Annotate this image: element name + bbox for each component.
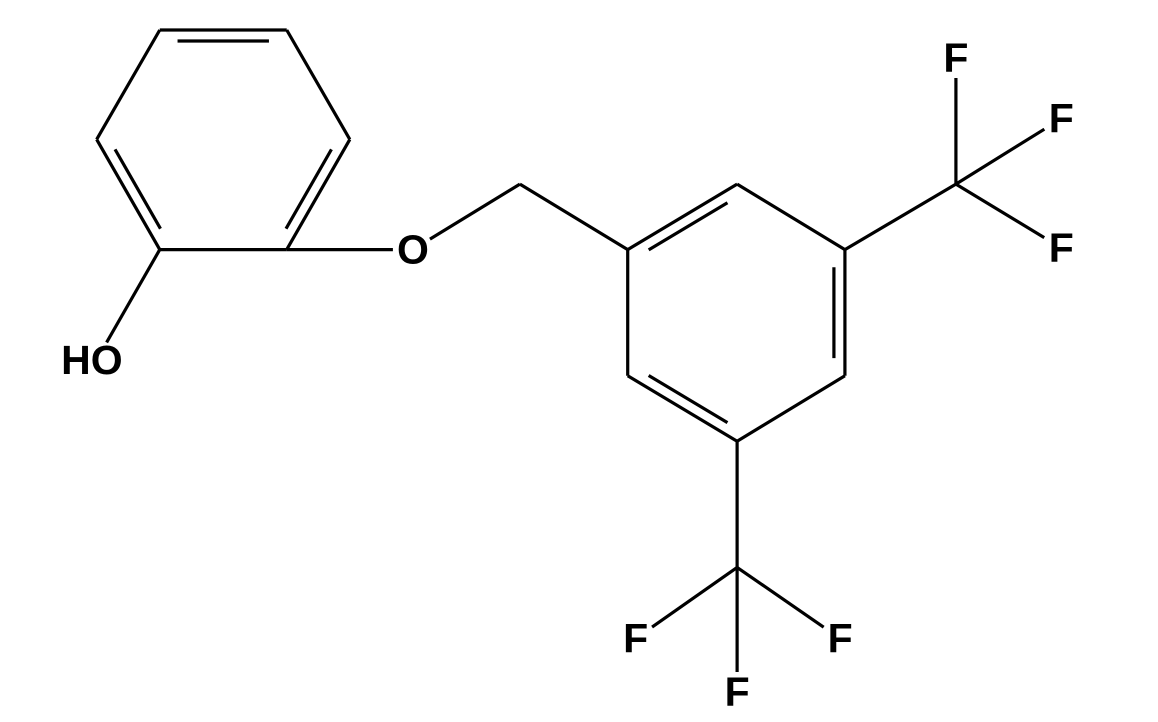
atom-oE: O	[397, 227, 429, 273]
atom-fR2: F	[1049, 96, 1074, 142]
atom-fT2: F	[828, 616, 853, 662]
bonds	[97, 30, 1045, 672]
atom-labels: HO O F F F F F F	[61, 35, 1074, 715]
atom-fT1: F	[623, 616, 648, 662]
atom-fR1: F	[943, 35, 968, 81]
atom-fR3: F	[1049, 225, 1074, 271]
atom-oH: HO	[61, 337, 123, 383]
atom-fT3: F	[725, 669, 750, 715]
molecule-diagram: HO O F F F F F F	[0, 0, 1158, 722]
